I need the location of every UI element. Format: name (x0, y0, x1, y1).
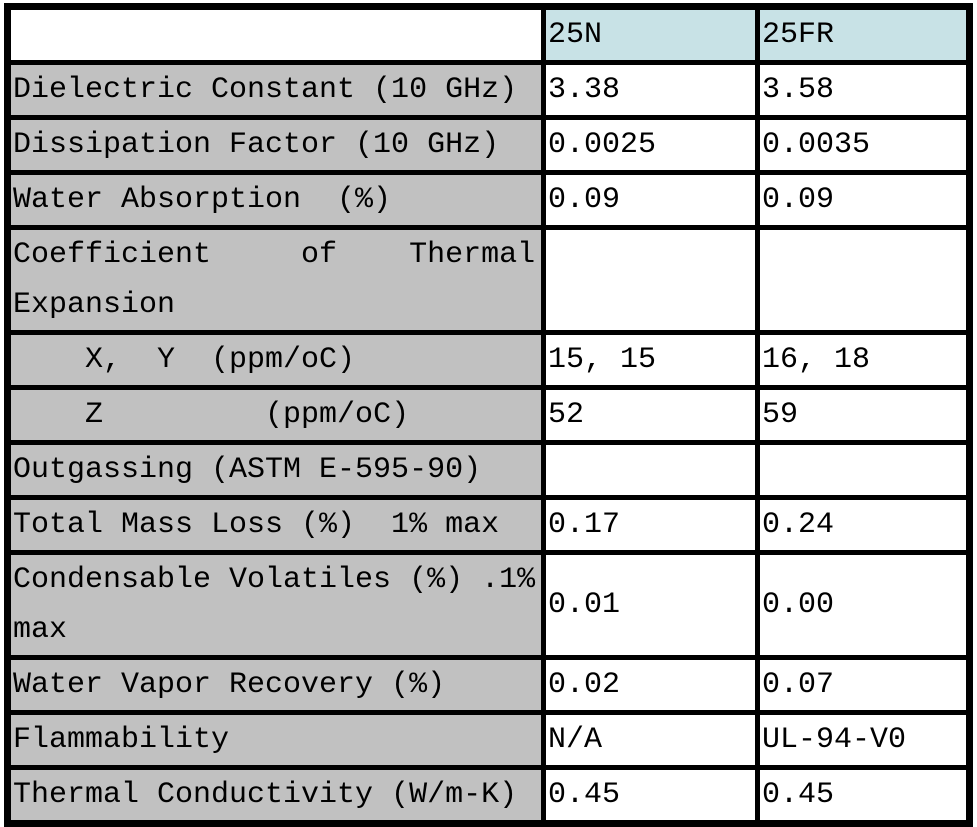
value-25n (541, 225, 760, 335)
row-label: Outgassing (ASTM E-595-90) (5, 440, 546, 500)
table-row-dielectric-constant: Dielectric Constant (10 GHz) 3.38 3.58 (5, 60, 972, 120)
row-label: Total Mass Loss (%) 1% max (5, 495, 546, 555)
value-25fr: UL-94-V0 (755, 710, 972, 770)
value-25fr: 59 (755, 385, 972, 445)
table-row-total-mass-loss: Total Mass Loss (%) 1% max 0.17 0.24 (5, 495, 972, 555)
value-25fr: 16, 18 (755, 330, 972, 390)
column-header-25n: 25N (541, 4, 760, 65)
value-25fr: 3.58 (755, 60, 972, 120)
value-25fr (755, 225, 972, 335)
value-25n: 0.01 (541, 550, 760, 660)
column-header-25fr: 25FR (755, 4, 972, 65)
table-row-water-absorption: Water Absorption (%) 0.09 0.09 (5, 170, 972, 230)
value-25fr: 0.07 (755, 655, 972, 715)
value-25n: 0.0025 (541, 115, 760, 175)
value-25n: 3.38 (541, 60, 760, 120)
table-row-water-vapor-recovery: Water Vapor Recovery (%) 0.02 0.07 (5, 655, 972, 715)
material-properties-table: 25N 25FR Dielectric Constant (10 GHz) 3.… (4, 3, 973, 827)
value-25fr: 0.0035 (755, 115, 972, 175)
header-row: 25N 25FR (5, 4, 972, 65)
table-row-outgassing-heading: Outgassing (ASTM E-595-90) (5, 440, 972, 500)
table-row-cte-heading: Coefficient of Thermal Expansion (5, 225, 972, 335)
table-row-flammability: Flammability N/A UL-94-V0 (5, 710, 972, 770)
value-25n: 0.02 (541, 655, 760, 715)
table-row-dissipation-factor: Dissipation Factor (10 GHz) 0.0025 0.003… (5, 115, 972, 175)
value-25fr: 0.45 (755, 765, 972, 826)
table-row-cte-xy: X, Y (ppm/oC) 15, 15 16, 18 (5, 330, 972, 390)
row-label: Flammability (5, 710, 546, 770)
value-25n: N/A (541, 710, 760, 770)
value-25n (541, 440, 760, 500)
value-25n: 0.09 (541, 170, 760, 230)
row-label: Water Absorption (%) (5, 170, 546, 230)
row-label: X, Y (ppm/oC) (5, 330, 546, 390)
value-25fr: 0.09 (755, 170, 972, 230)
value-25n: 15, 15 (541, 330, 760, 390)
row-label: Thermal Conductivity (W/m-K) (5, 765, 546, 826)
corner-cell (5, 4, 546, 65)
row-label: Water Vapor Recovery (%) (5, 655, 546, 715)
value-25fr (755, 440, 972, 500)
table-row-condensable-volatiles: Condensable Volatiles (%) .1% max 0.01 0… (5, 550, 972, 660)
value-25n: 52 (541, 385, 760, 445)
row-label: Dielectric Constant (10 GHz) (5, 60, 546, 120)
value-25fr: 0.00 (755, 550, 972, 660)
table-row-thermal-conductivity: Thermal Conductivity (W/m-K) 0.45 0.45 (5, 765, 972, 826)
row-label: Dissipation Factor (10 GHz) (5, 115, 546, 175)
table-row-cte-z: Z (ppm/oC) 52 59 (5, 385, 972, 445)
value-25n: 0.17 (541, 495, 760, 555)
value-25fr: 0.24 (755, 495, 972, 555)
row-label: Z (ppm/oC) (5, 385, 546, 445)
value-25n: 0.45 (541, 765, 760, 826)
row-label: Coefficient of Thermal Expansion (5, 225, 546, 335)
row-label: Condensable Volatiles (%) .1% max (5, 550, 546, 660)
